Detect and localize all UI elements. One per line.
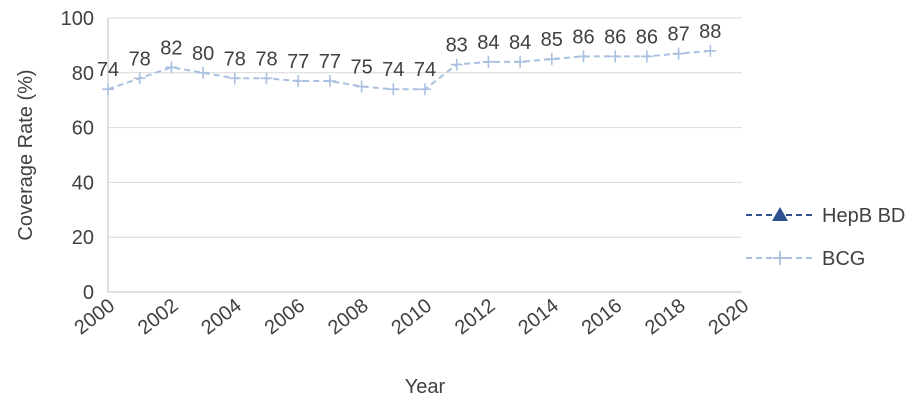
data-label: 78: [255, 48, 277, 70]
legend-label: BCG: [822, 248, 865, 270]
data-point: [197, 66, 210, 79]
series-group: [102, 44, 717, 96]
data-label: 77: [319, 51, 341, 73]
x-tick-label: 2012: [451, 295, 500, 340]
y-tick-labels: 0 20 40 60 80 100: [61, 8, 94, 304]
data-label: 84: [477, 32, 499, 54]
data-label: 80: [192, 43, 214, 65]
data-label: 87: [667, 24, 689, 46]
data-label: 84: [509, 32, 531, 54]
legend-marker: [772, 207, 788, 221]
y-tick-label: 0: [83, 282, 94, 304]
data-point: [450, 58, 463, 71]
x-tick-label: 2002: [134, 295, 183, 340]
x-tick-label: 2016: [578, 295, 627, 340]
data-point: [323, 75, 336, 88]
y-tick-label: 80: [72, 63, 94, 85]
x-tick-label: 2010: [387, 295, 436, 340]
y-tick-label: 40: [72, 172, 94, 194]
y-tick-label: 20: [72, 227, 94, 249]
y-tick-label: 60: [72, 118, 94, 140]
data-labels: 74 78 82 80 78 78 77 77 75 74 74 83 84 84 85 86 86 86 87 88: [97, 21, 722, 81]
x-tick-label: 2000: [70, 295, 119, 340]
data-point: [672, 47, 685, 60]
data-point: [482, 55, 495, 68]
data-point: [102, 83, 114, 96]
data-point: [514, 55, 527, 68]
data-point: [355, 80, 368, 93]
data-point: [419, 83, 431, 96]
legend-item-bcg: BCG: [746, 248, 865, 270]
x-tick-label: 2006: [261, 295, 310, 340]
x-tick-label: 2004: [197, 295, 246, 340]
data-point: [545, 53, 558, 66]
data-point: [292, 75, 305, 88]
data-label: 74: [97, 59, 119, 81]
data-label: 82: [160, 37, 182, 59]
data-label: 74: [414, 59, 436, 81]
data-point: [165, 61, 178, 74]
data-point: [640, 50, 653, 63]
gridlines: [108, 17, 742, 238]
data-label: 83: [446, 35, 468, 57]
legend-label: HepB BD: [822, 205, 905, 227]
data-label: 78: [129, 48, 151, 70]
x-tick-label: 2020: [704, 295, 753, 340]
x-tick-label: 2008: [324, 295, 373, 340]
legend: HepB BD BCG: [746, 205, 905, 270]
x-axis-title: Year: [405, 376, 446, 398]
data-point: [133, 72, 146, 85]
data-point: [609, 50, 622, 63]
y-axis-title: Coverage Rate (%): [15, 69, 37, 240]
data-label: 78: [224, 48, 246, 70]
data-label: 86: [572, 26, 594, 48]
data-label: 77: [287, 51, 309, 73]
data-label: 85: [541, 29, 563, 51]
data-label: 75: [350, 57, 372, 79]
legend-item-hepb-bd: HepB BD: [746, 205, 905, 227]
data-point: [228, 72, 241, 85]
data-point: [260, 72, 273, 85]
data-label: 74: [382, 59, 404, 81]
x-tick-label: 2014: [514, 295, 563, 340]
axes: [107, 18, 742, 293]
x-tick-labels: 2000 2002 2004 2006 2008 2010 2012 2014 2016 2018…: [70, 295, 753, 340]
data-label: 86: [636, 26, 658, 48]
data-label: 88: [699, 21, 721, 43]
data-label: 86: [604, 26, 626, 48]
data-point: [704, 44, 717, 57]
data-point: [577, 50, 590, 63]
data-point: [387, 83, 400, 96]
y-tick-label: 100: [61, 8, 94, 30]
series-line-bcg: [107, 49, 711, 91]
x-tick-label: 2018: [641, 295, 690, 340]
